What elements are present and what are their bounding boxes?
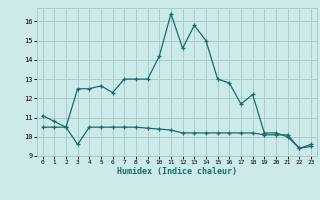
X-axis label: Humidex (Indice chaleur): Humidex (Indice chaleur) — [117, 167, 237, 176]
